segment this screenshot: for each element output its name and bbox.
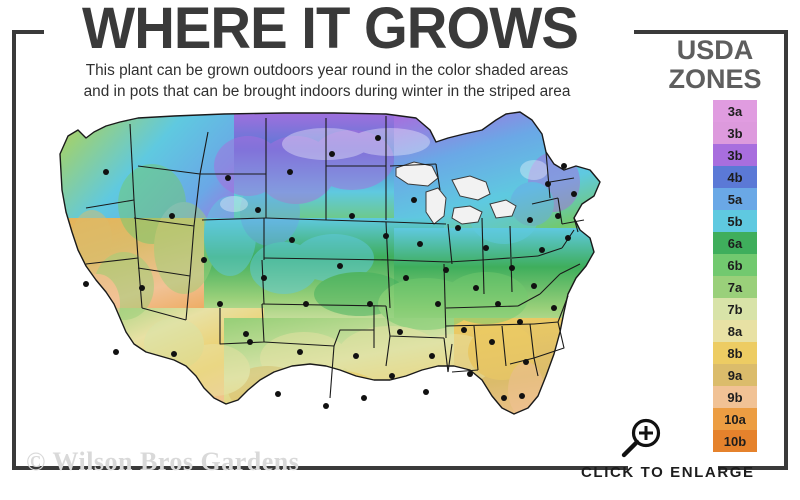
legend-zone-10a-14: 10a	[713, 408, 757, 430]
legend-zone-6a-6: 6a	[713, 232, 757, 254]
frame-border-right	[784, 30, 788, 470]
legend-zone-7b-9: 7b	[713, 298, 757, 320]
click-to-enlarge-label[interactable]: CLICK TO ENLARGE	[581, 464, 755, 481]
frame-border-bottom	[12, 466, 628, 470]
legend-zone-8a-10: 8a	[713, 320, 757, 342]
subtitle: This plant can be grown outdoors year ro…	[22, 60, 632, 103]
legend-zone-3b-2: 3b	[713, 144, 757, 166]
legend-zone-3b-1: 3b	[713, 122, 757, 144]
legend-heading-line-2: ZONES	[668, 64, 762, 95]
legend-zone-9a-12: 9a	[713, 364, 757, 386]
subtitle-line-1: This plant can be grown outdoors year ro…	[85, 62, 569, 79]
city-markers	[83, 135, 577, 409]
legend-heading-line-1: USDA	[676, 35, 754, 65]
legend-zone-8b-11: 8b	[713, 342, 757, 364]
map-svg	[34, 108, 654, 458]
page-title: WHERE IT GROWS	[82, 0, 579, 61]
frame-border-left	[12, 30, 16, 470]
legend-zone-4b-3: 4b	[713, 166, 757, 188]
subtitle-line-2: and in pots that can be brought indoors …	[83, 83, 571, 101]
legend-zone-7a-8: 7a	[713, 276, 757, 298]
legend-zone-5a-4: 5a	[713, 188, 757, 210]
frame-border-bottom-right	[718, 466, 788, 470]
legend-heading: USDA ZONES	[645, 35, 785, 95]
legend-zone-5b-5: 5b	[713, 210, 757, 232]
magnifier-plus-icon[interactable]	[618, 418, 664, 460]
legend-zone-9b-13: 9b	[713, 386, 757, 408]
frame-border-top-left	[12, 30, 44, 34]
legend-zone-6b-7: 6b	[713, 254, 757, 276]
magnifier-plus-glyph	[621, 418, 661, 458]
great-lakes	[395, 161, 517, 225]
legend-zone-10b-15: 10b	[713, 430, 757, 452]
watermark: © Wilson Bros Gardens	[26, 447, 300, 476]
frame-border-top-right	[634, 30, 788, 34]
state-boundaries	[59, 111, 601, 415]
legend-zone-3a-0: 3a	[713, 100, 757, 122]
hardiness-zone-map[interactable]	[34, 108, 654, 458]
usda-zone-legend: 3a 3b 3b 4b 5a 5b 6a 6b 7a 7b 8a 8b 9a 9b 10a 10b	[713, 100, 757, 452]
